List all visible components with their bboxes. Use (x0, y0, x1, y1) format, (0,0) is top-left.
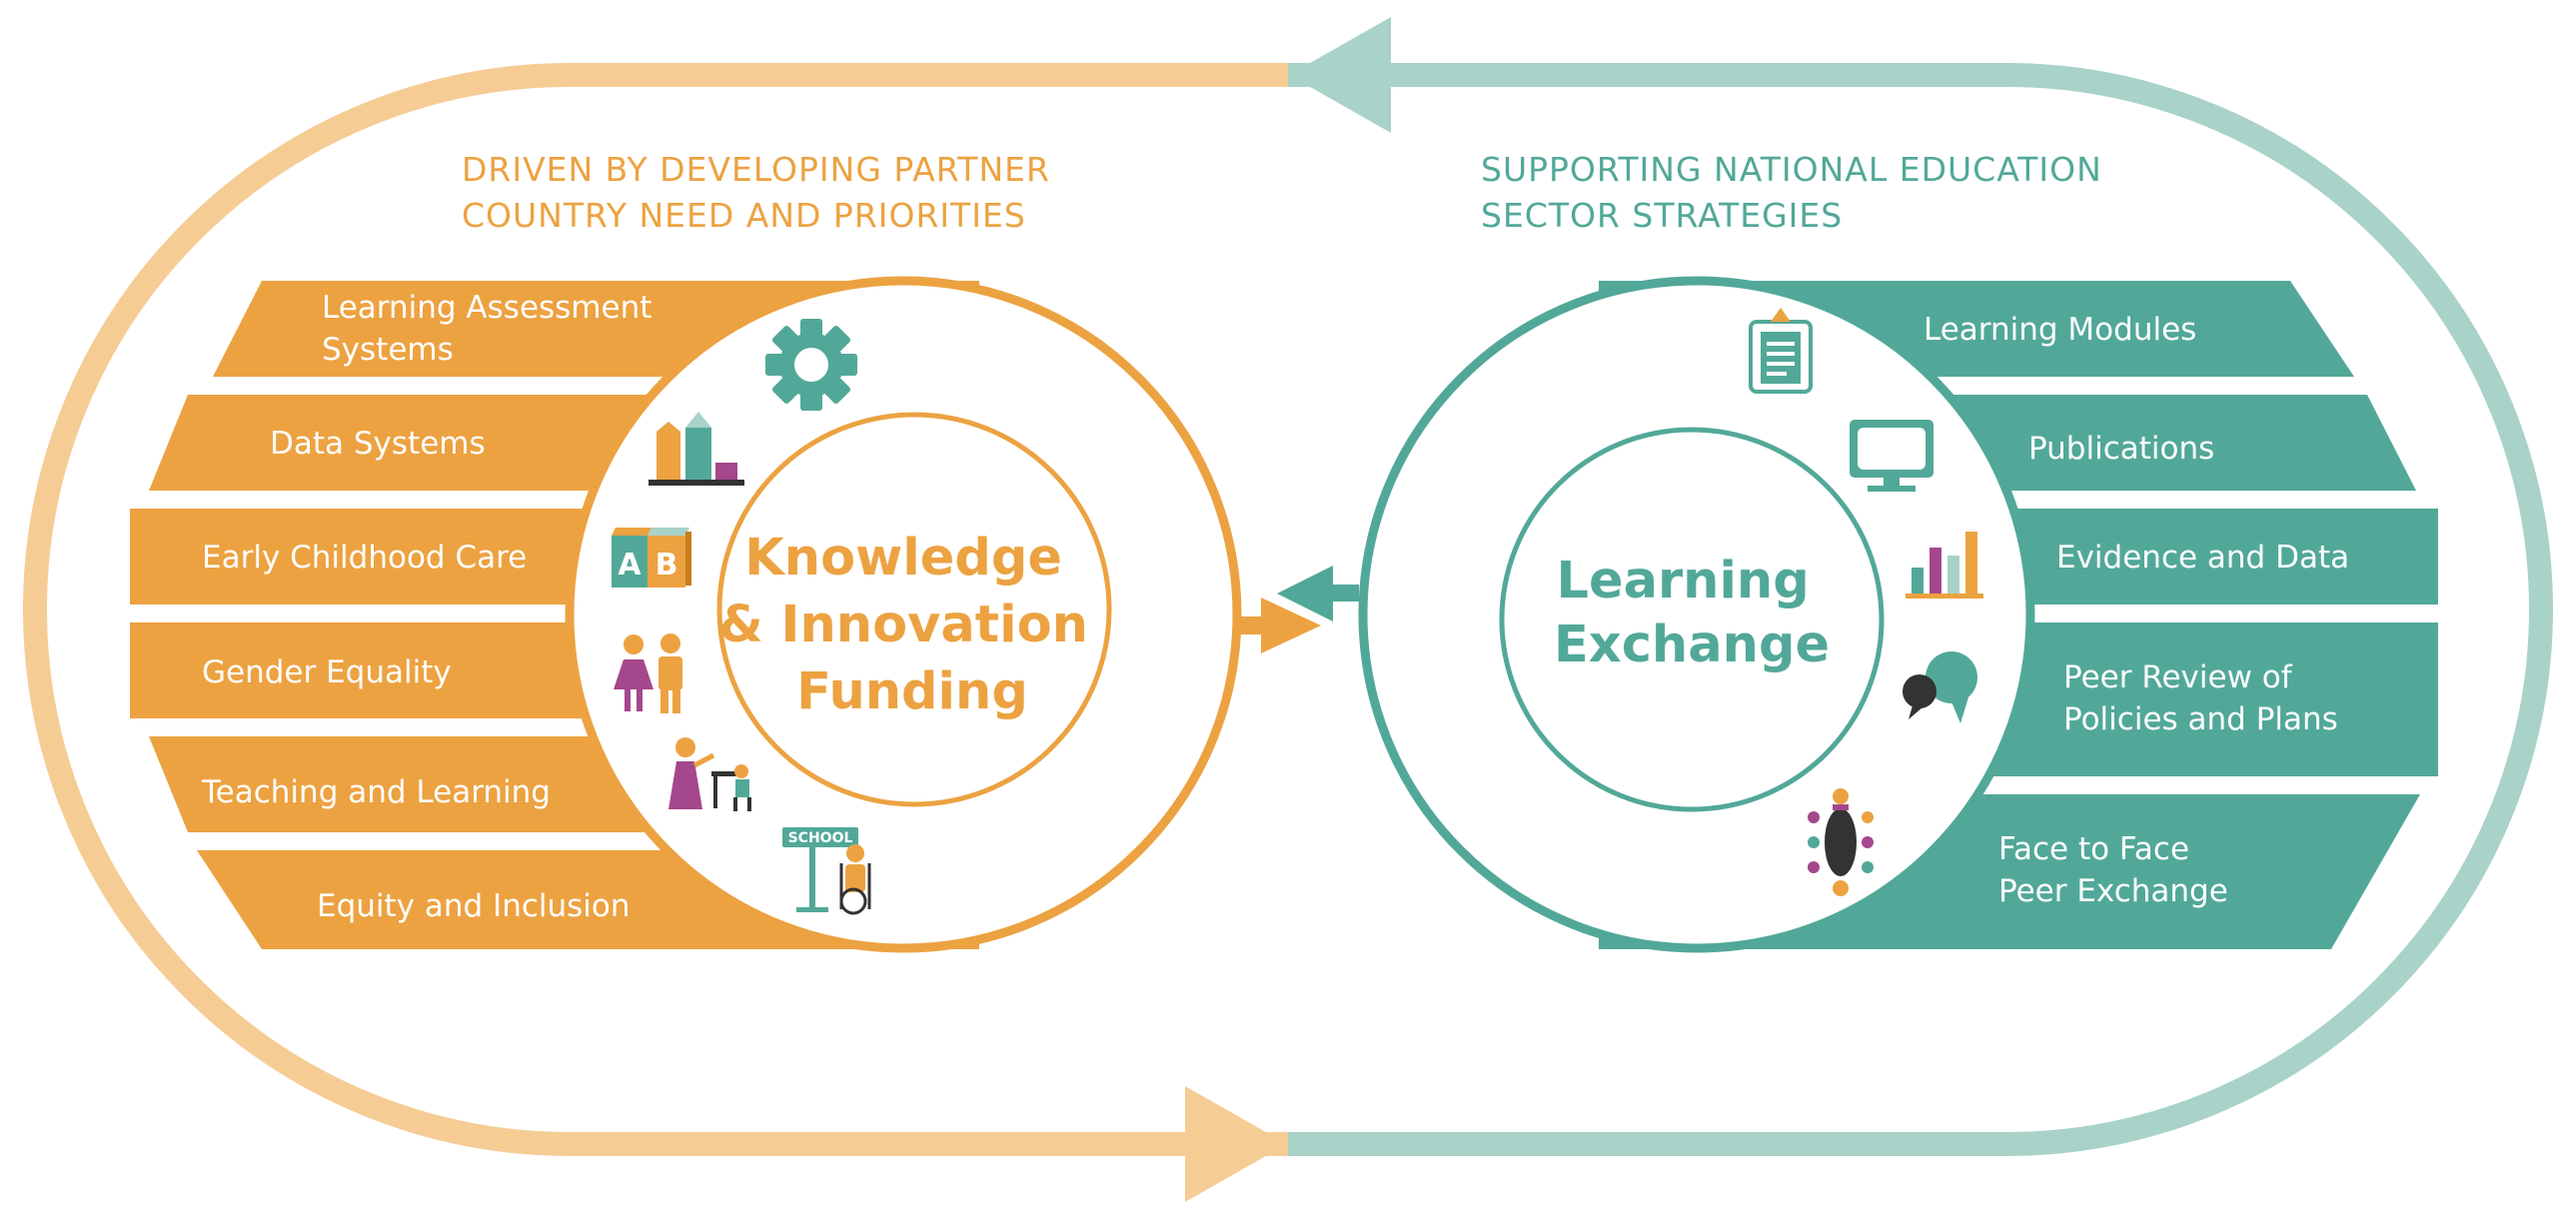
monitor-icon (1850, 420, 1933, 492)
center-connector (1237, 566, 1359, 653)
right-item-label-2: Publications (2028, 431, 2214, 467)
alphabet-blocks-icon: A B (612, 528, 691, 588)
right-inner-circle (1499, 427, 1885, 812)
connector-orange-arrowhead (1261, 598, 1321, 653)
right-center-line-1: Learning (1556, 552, 1809, 610)
block-letter-a: A (618, 548, 642, 583)
right-item-label-4: Peer Review of Policies and Plans (2063, 659, 2338, 737)
left-item-label-1: Learning Assessment Systems (322, 290, 661, 368)
right-header: SUPPORTING NATIONAL EDUCATION SECTOR STR… (1481, 150, 2113, 235)
left-labels: Learning Assessment Systems Data Systems… (201, 290, 661, 924)
right-labels: Learning Modules Publications Evidence a… (1924, 312, 2349, 909)
right-header-line-1: SUPPORTING NATIONAL EDUCATION (1481, 150, 2102, 189)
bar-chart-icon (1906, 532, 1983, 599)
school-sign-text: SCHOOL (788, 830, 853, 846)
right-header-line-2: SECTOR STRATEGIES (1481, 196, 1843, 235)
school-sign-wheelchair-icon: SCHOOL (782, 827, 871, 915)
right-item-label-5: Face to Face Peer Exchange (1998, 831, 2228, 909)
speech-bubbles-icon (1903, 651, 1977, 723)
bar-chart-icon (648, 412, 744, 486)
left-center-line-1: Knowledge (744, 529, 1062, 588)
outer-loop (23, 17, 2553, 1202)
left-header: DRIVEN BY DEVELOPING PARTNER COUNTRY NEE… (462, 150, 1061, 235)
woman-man-icon (614, 633, 682, 713)
bottom-arrowhead (1185, 1086, 1287, 1202)
outer-loop-orange (23, 63, 1288, 1156)
left-item-label-6: Equity and Inclusion (317, 888, 631, 924)
left-center-line-2: & Innovation (718, 596, 1088, 654)
connector-orange-stem (1237, 616, 1263, 634)
teacher-student-icon (668, 737, 751, 811)
left-item-label-4: Gender Equality (202, 654, 452, 690)
left-center-line-3: Funding (796, 662, 1028, 721)
block-letter-b: B (655, 548, 678, 583)
right-item-label-1: Learning Modules (1924, 312, 2196, 348)
left-item-label-3: Early Childhood Care (202, 540, 527, 576)
left-center-title: Knowledge & Innovation Funding (718, 529, 1106, 721)
left-inner-circle (716, 412, 1112, 807)
left-header-line-1: DRIVEN BY DEVELOPING PARTNER (462, 150, 1050, 189)
left-item-label-5: Teaching and Learning (201, 774, 551, 810)
connector-teal-arrowhead (1277, 566, 1333, 621)
left-header-line-2: COUNTRY NEED AND PRIORITIES (462, 196, 1026, 235)
left-item-label-2: Data Systems (270, 426, 486, 462)
right-item-label-3: Evidence and Data (2056, 540, 2349, 576)
connector-teal-stem (1329, 585, 1359, 602)
clipboard-icon (1749, 308, 1813, 394)
right-center-title: Learning Exchange (1554, 552, 1830, 674)
right-center-line-2: Exchange (1554, 615, 1830, 674)
top-arrowhead (1289, 17, 1391, 133)
gear-icon (765, 319, 857, 411)
outer-loop-teal (1288, 63, 2553, 1156)
meeting-table-icon (1808, 788, 1874, 896)
